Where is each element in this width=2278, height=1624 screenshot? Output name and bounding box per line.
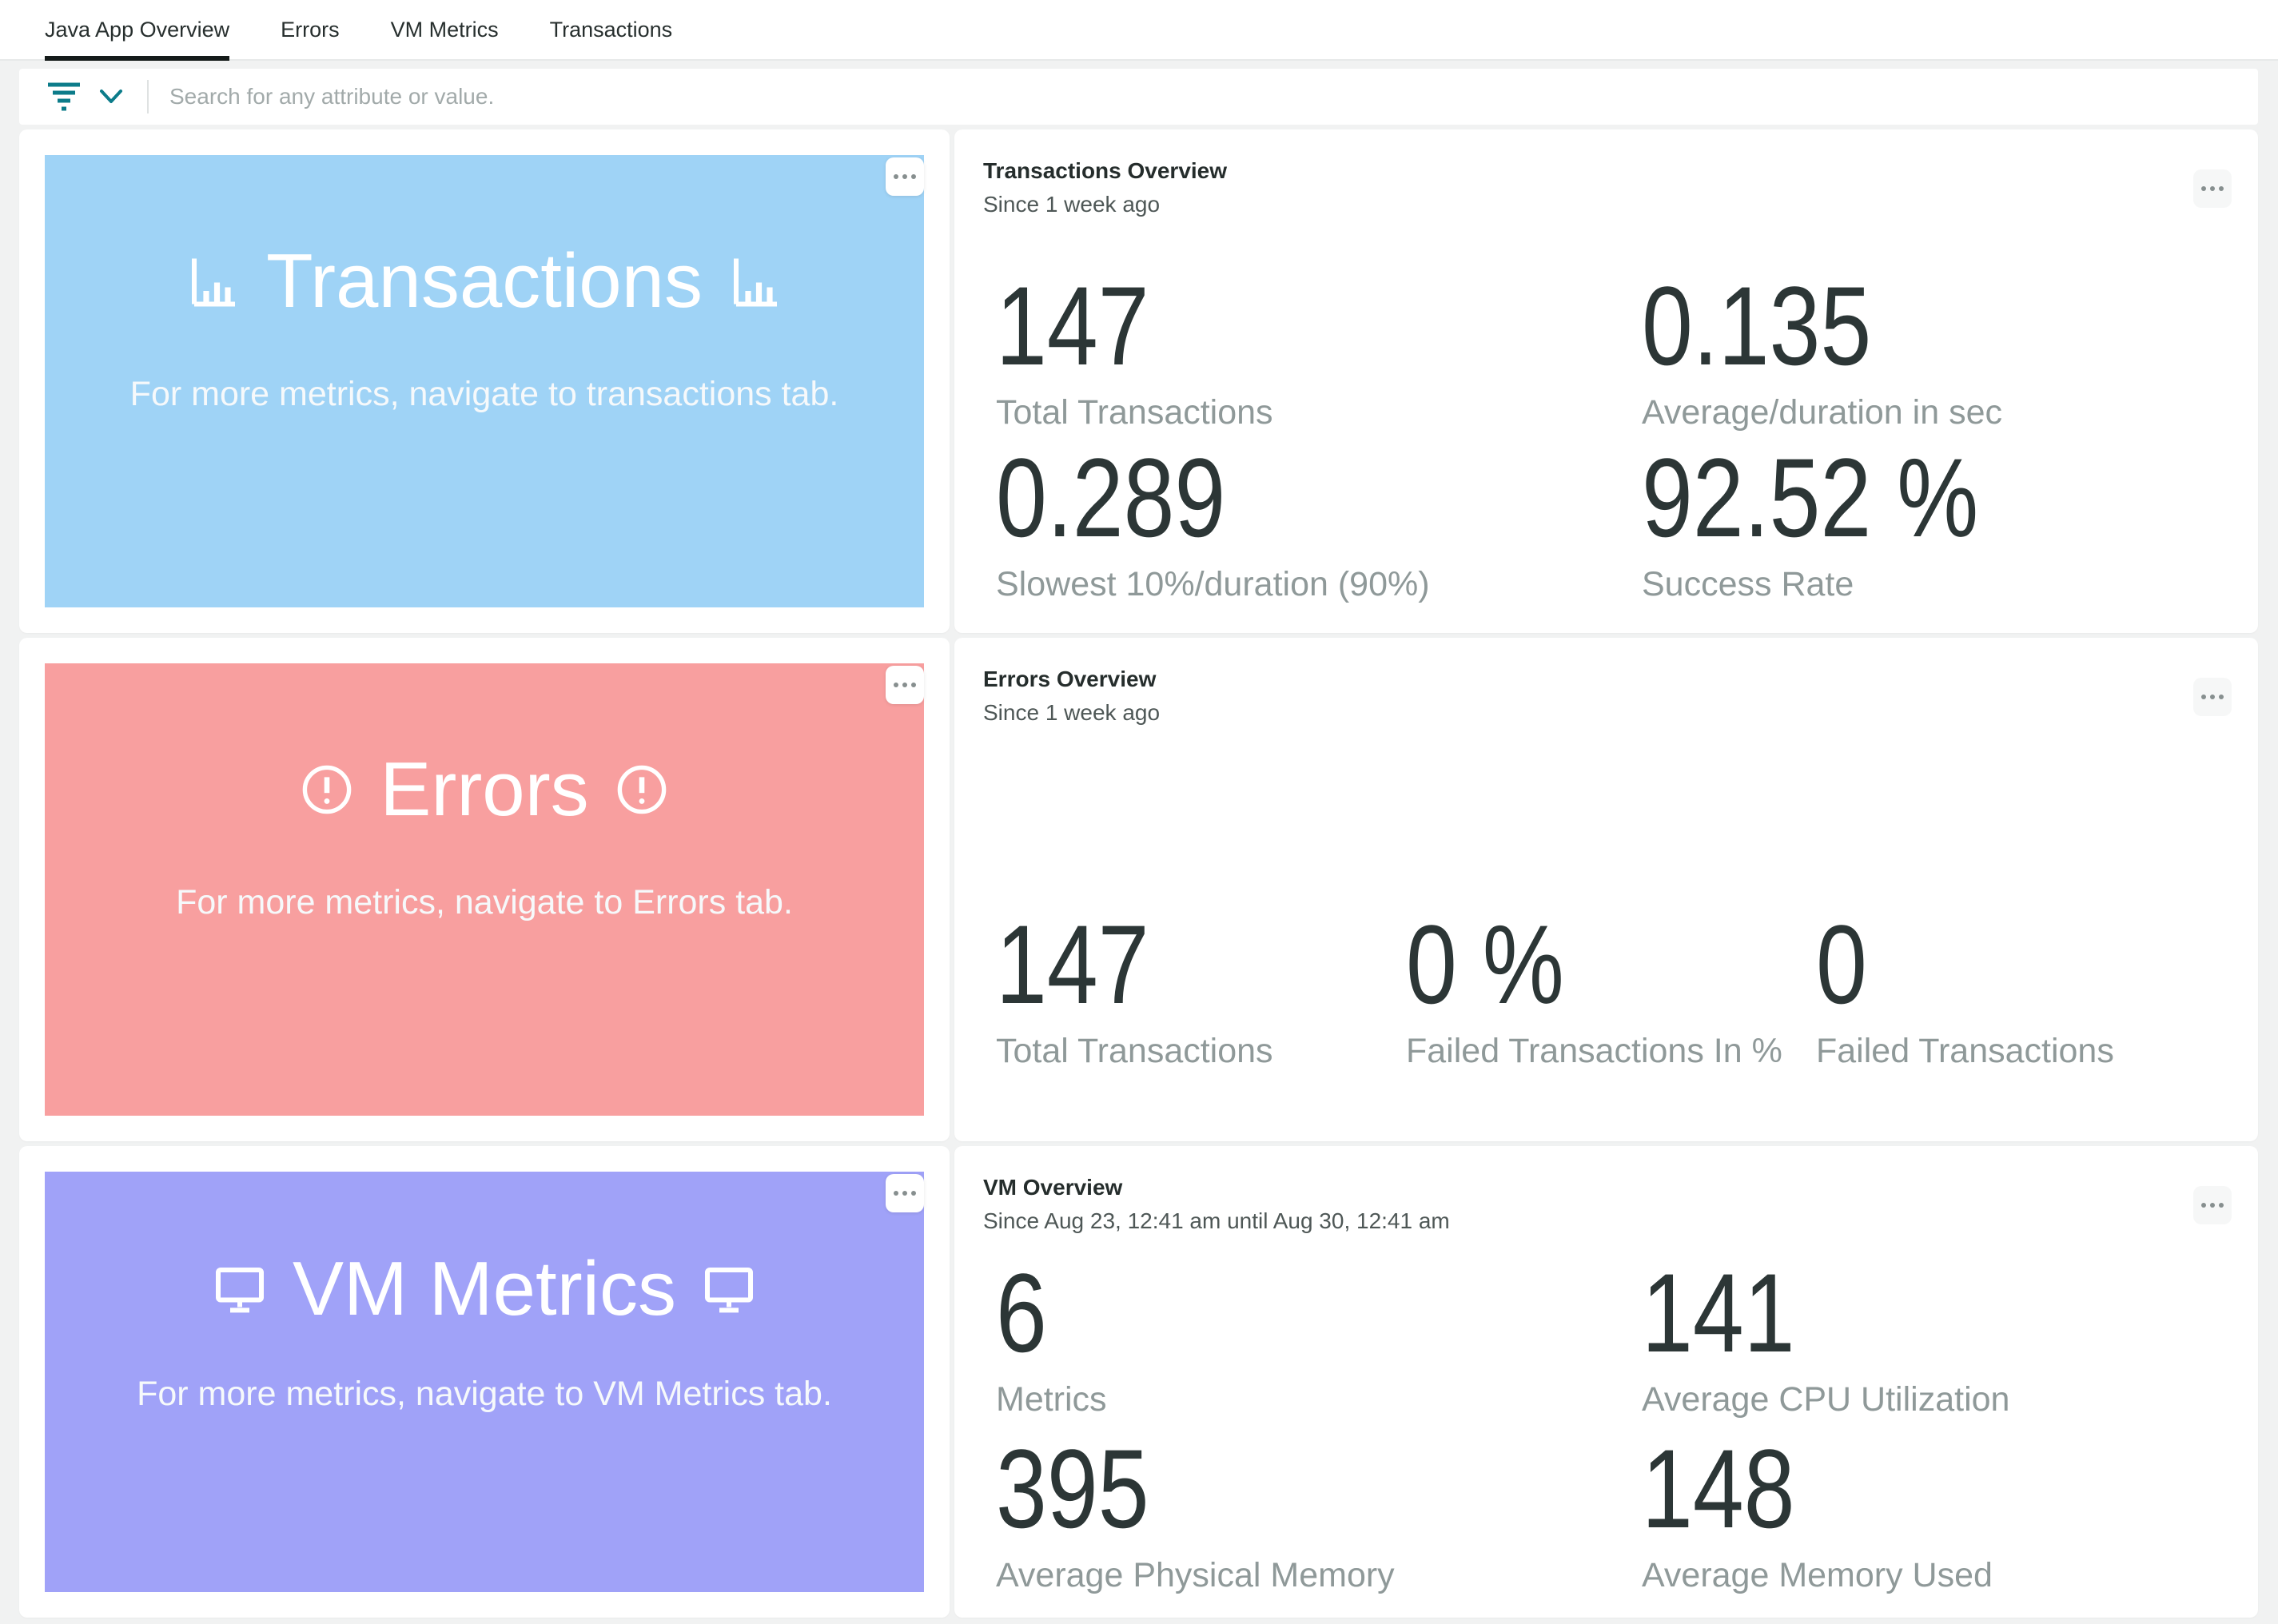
search-divider	[147, 80, 149, 113]
metric-value: 0.289	[996, 435, 1226, 560]
metric-label: Average Memory Used	[1642, 1555, 1993, 1594]
errors-banner: Errors For more metrics, navigate to Err…	[45, 663, 924, 1116]
card-header: Transactions Overview Since 1 week ago	[983, 157, 2162, 220]
card-time-range: Since 1 week ago	[983, 192, 1161, 217]
metric-success-rate: 92.52 % Success Rate	[1642, 437, 2226, 609]
banner-title-text: Transactions	[266, 238, 703, 324]
card-title: VM Overview	[983, 1175, 1123, 1200]
bar-chart-icon	[192, 258, 235, 307]
banner-title-text: VM Metrics	[293, 1246, 676, 1332]
metric-value: 92.52 %	[1642, 435, 1979, 560]
tab-errors[interactable]: Errors	[281, 17, 340, 42]
metric-label: Average CPU Utilization	[1642, 1379, 2010, 1419]
metric-average-duration: 0.135 Average/duration in sec	[1642, 265, 2226, 437]
card-title: Transactions Overview	[983, 158, 1228, 183]
card-time-range: Since 1 week ago	[983, 700, 1161, 726]
card-header: Errors Overview Since 1 week ago	[983, 665, 2162, 728]
banner-title-text: Errors	[380, 746, 589, 833]
metric-avg-cpu-utilization: 141 Average CPU Utilization	[1642, 1250, 2226, 1426]
metric-value: 148	[1642, 1425, 1795, 1551]
metric-value: 0 %	[1406, 901, 1564, 1027]
monitor-icon	[216, 1268, 264, 1313]
transactions-banner-title: Transactions	[45, 243, 924, 320]
card-menu-button[interactable]	[886, 157, 924, 196]
metric-label: Total Transactions	[996, 393, 1273, 432]
monitor-icon	[705, 1268, 753, 1313]
metric-avg-memory-used: 148 Average Memory Used	[1642, 1426, 2226, 1602]
transactions-banner-card: Transactions For more metrics, navigate …	[19, 129, 950, 633]
metric-avg-physical-memory: 395 Average Physical Memory	[996, 1426, 1642, 1602]
metric-label: Failed Transactions	[1816, 1031, 2114, 1070]
metric-value: 147	[996, 263, 1149, 388]
tab-java-app-overview[interactable]: Java App Overview	[45, 0, 230, 61]
metric-label: Success Rate	[1642, 565, 1854, 603]
banner-subtitle: For more metrics, navigate to VM Metrics…	[137, 1374, 832, 1413]
metric-value: 0.135	[1642, 263, 1872, 388]
alert-circle-icon	[303, 766, 352, 814]
metric-value: 141	[1642, 1249, 1795, 1375]
vm-metrics-banner-card: VM Metrics For more metrics, navigate to…	[19, 1146, 950, 1618]
card-menu-button[interactable]	[886, 1174, 924, 1212]
tab-vm-metrics[interactable]: VM Metrics	[390, 17, 499, 42]
alert-circle-icon	[617, 766, 666, 814]
card-title: Errors Overview	[983, 667, 1157, 691]
tab-transactions[interactable]: Transactions	[549, 17, 673, 42]
transactions-overview-card: Transactions Overview Since 1 week ago 1…	[954, 129, 2258, 633]
metric-failed-transactions: 0 Failed Transactions	[1816, 874, 2226, 1105]
card-menu-button[interactable]	[2193, 1186, 2232, 1224]
metric-label: Total Transactions	[996, 1031, 1273, 1070]
card-menu-button[interactable]	[886, 666, 924, 704]
errors-overview-card: Errors Overview Since 1 week ago 147 Tot…	[954, 638, 2258, 1141]
card-menu-button[interactable]	[2193, 678, 2232, 716]
errors-banner-card: Errors For more metrics, navigate to Err…	[19, 638, 950, 1141]
metric-failed-transactions-pct: 0 % Failed Transactions In %	[1406, 874, 1816, 1105]
metric-slowest-duration: 0.289 Slowest 10%/duration (90%)	[996, 437, 1642, 609]
metrics-grid: 6 Metrics 141 Average CPU Utilization 39…	[996, 1250, 2226, 1602]
card-time-range: Since Aug 23, 12:41 am until Aug 30, 12:…	[983, 1208, 1450, 1234]
transactions-banner: Transactions For more metrics, navigate …	[45, 155, 924, 607]
vm-metrics-banner: VM Metrics For more metrics, navigate to…	[45, 1172, 924, 1592]
bar-chart-icon	[734, 258, 777, 307]
search-input[interactable]	[169, 84, 2258, 109]
metric-value: 0	[1816, 901, 1867, 1027]
metric-value: 395	[996, 1425, 1149, 1551]
filter-icon[interactable]	[46, 82, 82, 112]
banner-subtitle: For more metrics, navigate to transactio…	[129, 375, 839, 414]
vm-overview-card: VM Overview Since Aug 23, 12:41 am until…	[954, 1146, 2258, 1618]
metric-total-transactions: 147 Total Transactions	[996, 265, 1642, 437]
metric-value: 6	[996, 1249, 1047, 1375]
card-header: VM Overview Since Aug 23, 12:41 am until…	[983, 1173, 2162, 1236]
metric-label: Average Physical Memory	[996, 1555, 1395, 1594]
card-menu-button[interactable]	[2193, 169, 2232, 208]
vm-metrics-banner-title: VM Metrics	[45, 1251, 924, 1327]
top-nav: Java App Overview Errors VM Metrics Tran…	[0, 0, 2278, 61]
metric-total-transactions: 147 Total Transactions	[996, 874, 1406, 1105]
metric-label: Slowest 10%/duration (90%)	[996, 565, 1430, 603]
banner-subtitle: For more metrics, navigate to Errors tab…	[176, 883, 793, 922]
chevron-down-icon[interactable]	[99, 88, 123, 105]
metric-metrics-count: 6 Metrics	[996, 1250, 1642, 1426]
metrics-grid: 147 Total Transactions 0 % Failed Transa…	[996, 874, 2226, 1105]
metric-label: Metrics	[996, 1379, 1107, 1419]
metric-label: Average/duration in sec	[1642, 393, 2002, 432]
metric-label: Failed Transactions In %	[1406, 1031, 1782, 1070]
metrics-grid: 147 Total Transactions 0.135 Average/dur…	[996, 265, 2226, 609]
search-bar	[19, 69, 2258, 125]
errors-banner-title: Errors	[45, 751, 924, 828]
dashboard-grid: Transactions For more metrics, navigate …	[19, 129, 2258, 1618]
metric-value: 147	[996, 901, 1149, 1027]
